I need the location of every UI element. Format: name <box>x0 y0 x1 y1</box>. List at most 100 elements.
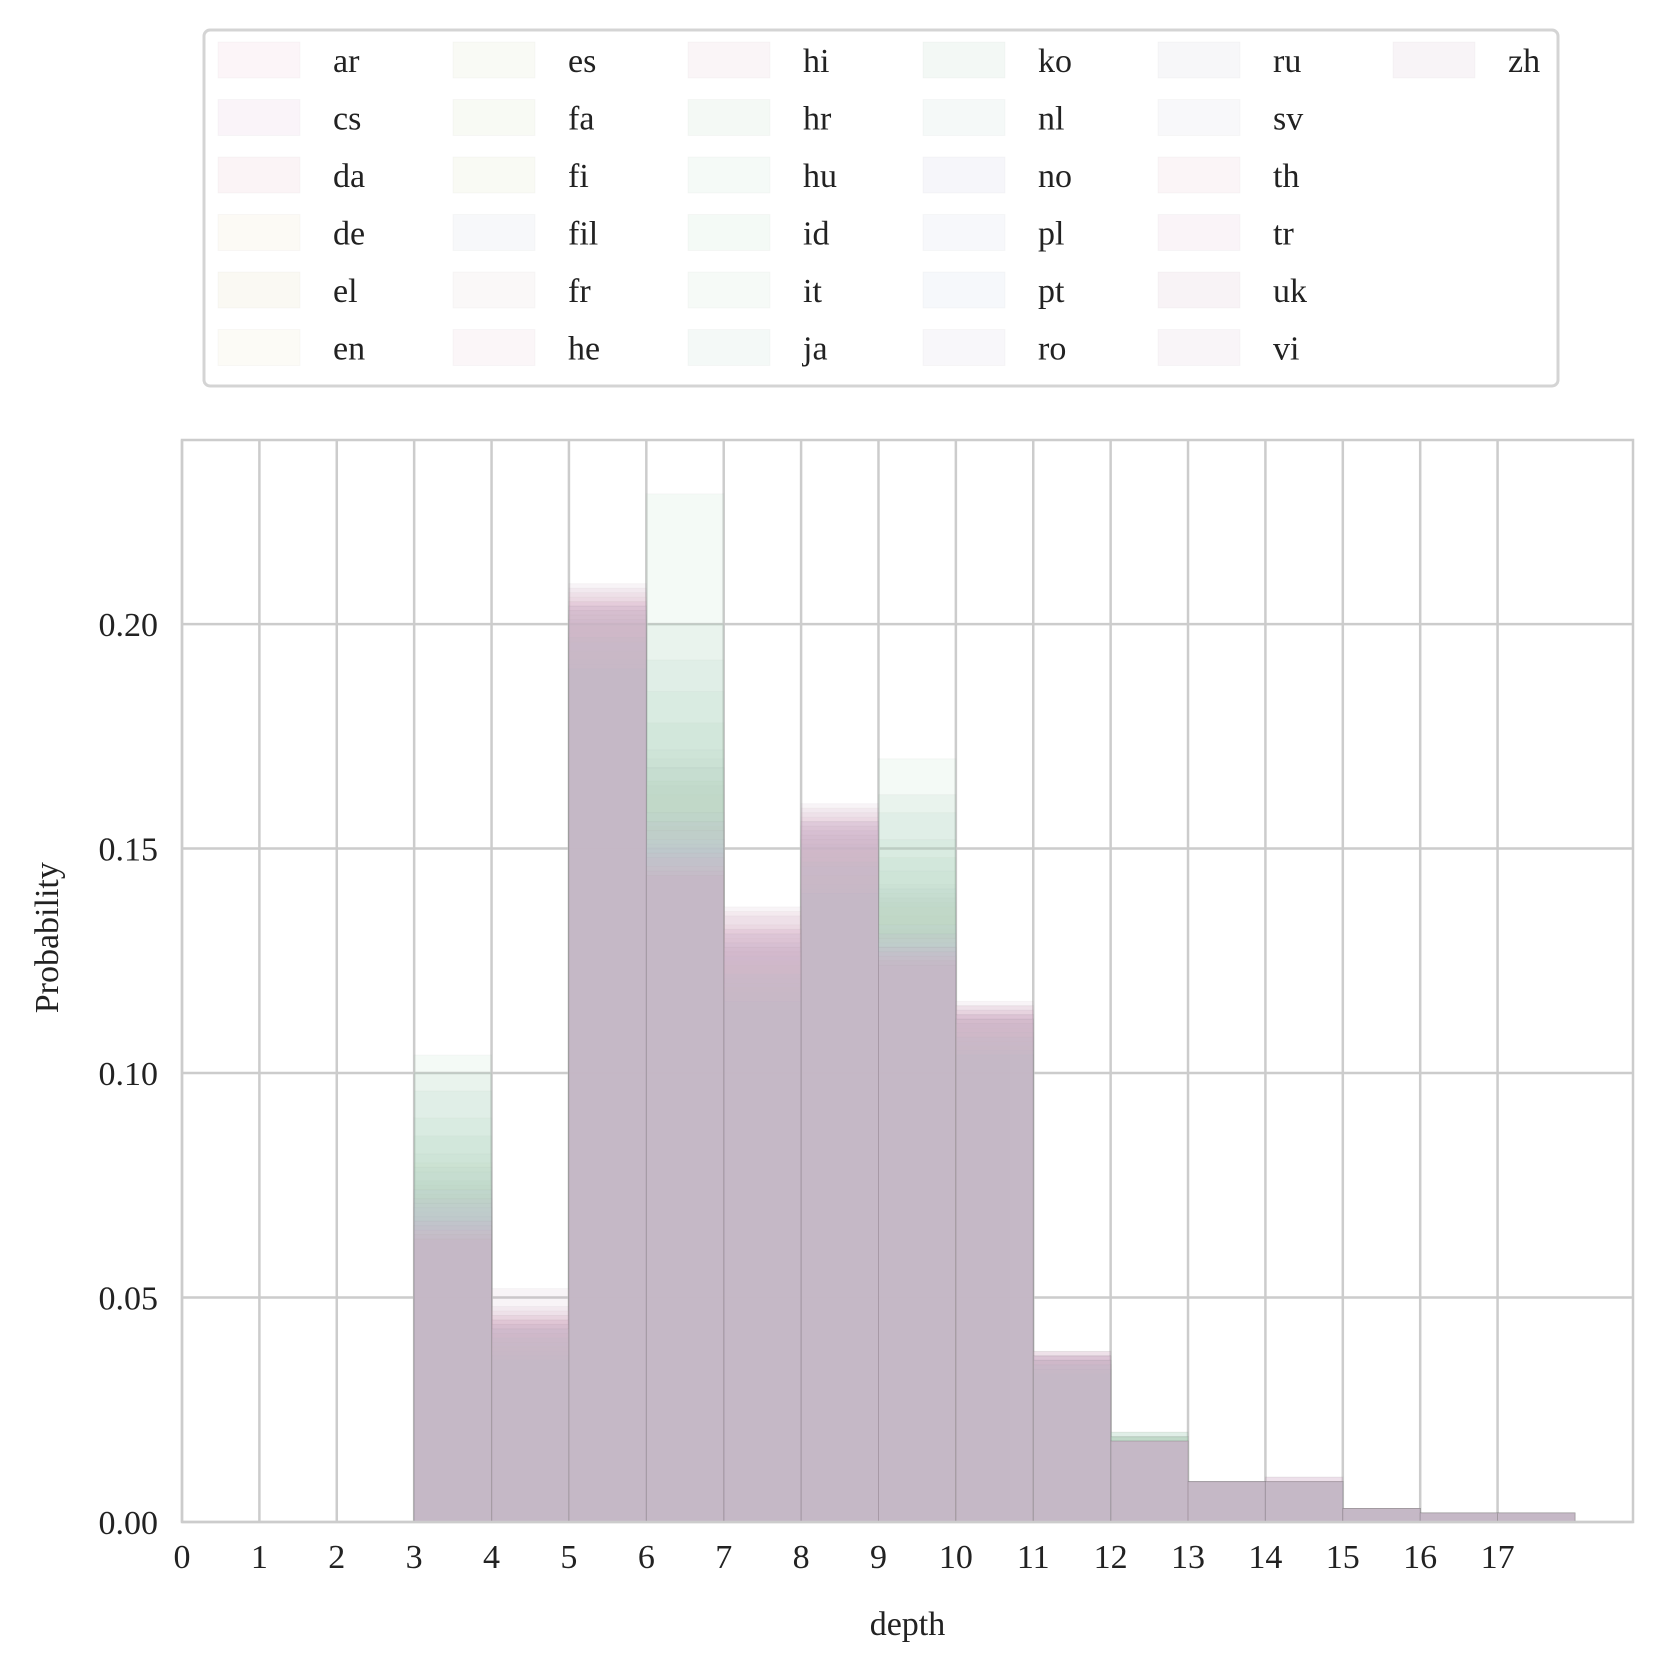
bar-fil-bin-11 <box>1032 1364 1112 1523</box>
series-id <box>413 493 1576 1523</box>
bar-fi-bin-11 <box>1032 1359 1112 1523</box>
bar-pl-bin-11 <box>1032 1359 1112 1523</box>
bar-vi-bin-6 <box>645 852 725 1523</box>
bar-es-bin-5 <box>568 628 647 1523</box>
legend-item-th: th <box>1157 156 1299 195</box>
bar-es-bin-3 <box>413 1180 493 1523</box>
series-ar <box>413 632 1576 1523</box>
bar-nl-bin-11 <box>1032 1364 1112 1523</box>
bar-vi-bin-9 <box>877 946 957 1523</box>
bar-hu-bin-3 <box>413 1117 493 1523</box>
legend-label: sv <box>1273 101 1303 138</box>
bar-id-bin-7 <box>723 1000 802 1523</box>
bar-hu-bin-5 <box>568 659 647 1523</box>
bar-pl-bin-7 <box>723 942 802 1523</box>
bar-hr-bin-13 <box>1187 1481 1266 1523</box>
bar-de-bin-11 <box>1032 1359 1112 1523</box>
bar-vi-bin-4 <box>491 1319 570 1523</box>
bar-cs-bin-6 <box>645 848 725 1523</box>
bar-ja-bin-14 <box>1264 1481 1344 1523</box>
bar-es-bin-8 <box>800 857 879 1523</box>
bar-cs-bin-4 <box>491 1319 570 1523</box>
bar-de-bin-13 <box>1187 1481 1266 1523</box>
x-axis-ticks: 0 1 2 3 4 5 6 7 8 9 10 11 12 13 14 15 16 17 <box>174 1539 1515 1576</box>
bar-tr-bin-8 <box>800 816 879 1523</box>
plot-area <box>180 438 1635 1524</box>
x-tick-label: 7 <box>715 1539 732 1576</box>
bar-hi-bin-6 <box>645 821 725 1523</box>
bar-hi-bin-14 <box>1264 1481 1344 1523</box>
bar-pt-bin-8 <box>800 843 879 1523</box>
legend-item-es: es <box>452 41 596 80</box>
bar-ja-bin-13 <box>1187 1481 1266 1523</box>
bar-ja-bin-10 <box>955 1050 1034 1523</box>
bar-fr-bin-8 <box>800 857 879 1523</box>
bar-th-bin-11 <box>1032 1350 1112 1523</box>
bar-hu-bin-4 <box>491 1350 570 1523</box>
bar-nl-bin-5 <box>568 637 647 1523</box>
bar-ko-bin-10 <box>955 1054 1034 1523</box>
x-tick-label: 4 <box>483 1539 500 1576</box>
bar-de-bin-7 <box>723 951 802 1523</box>
bar-da-bin-10 <box>955 1014 1034 1523</box>
bar-ja-bin-12 <box>1110 1431 1189 1523</box>
legend-swatch <box>922 214 1006 251</box>
bar-pl-bin-8 <box>800 830 879 1523</box>
bar-ar-bin-7 <box>723 946 802 1523</box>
legend-item-fr: fr <box>452 271 591 310</box>
legend-swatch <box>217 41 301 79</box>
bar-cs-bin-12 <box>1110 1440 1189 1523</box>
bar-ro-bin-14 <box>1264 1481 1344 1523</box>
bar-ko-bin-3 <box>413 1072 493 1523</box>
bar-uk-bin-12 <box>1110 1440 1189 1523</box>
bar-cs-bin-7 <box>723 928 802 1523</box>
bar-vi-bin-7 <box>723 933 802 1523</box>
legend-swatch <box>1157 329 1241 366</box>
series-ro <box>413 619 1576 1523</box>
bar-id-bin-11 <box>1032 1368 1112 1523</box>
series-zh <box>413 583 1576 1523</box>
bar-vi-bin-5 <box>568 605 647 1523</box>
legend-swatch <box>452 214 536 251</box>
bar-sv-bin-14 <box>1264 1481 1344 1523</box>
bar-el-bin-11 <box>1032 1364 1112 1523</box>
bar-pl-bin-9 <box>877 942 957 1523</box>
bar-id-bin-4 <box>491 1355 570 1523</box>
bar-no-bin-11 <box>1032 1355 1112 1523</box>
bar-pl-bin-3 <box>413 1207 493 1523</box>
legend-label: id <box>803 216 829 253</box>
bar-pl-bin-4 <box>491 1328 570 1523</box>
bar-de-bin-6 <box>645 839 725 1523</box>
bar-de-bin-8 <box>800 839 879 1523</box>
bar-fi-bin-5 <box>568 623 647 1523</box>
bar-fi-bin-3 <box>413 1193 493 1523</box>
bar-ko-bin-11 <box>1032 1373 1112 1523</box>
bar-ro-bin-6 <box>645 821 725 1523</box>
bar-da-bin-11 <box>1032 1359 1112 1523</box>
bar-sv-bin-5 <box>568 614 647 1523</box>
bar-he-bin-13 <box>1187 1481 1266 1523</box>
legend-swatch <box>922 156 1006 194</box>
series-es <box>413 628 1576 1523</box>
bar-pl-bin-5 <box>568 610 647 1523</box>
legend-label: ru <box>1273 43 1301 80</box>
bar-he-bin-3 <box>413 1211 493 1523</box>
legend-swatch <box>452 156 536 194</box>
bar-el-bin-8 <box>800 843 879 1523</box>
bar-nl-bin-13 <box>1187 1481 1266 1523</box>
legend-item-ko: ko <box>922 41 1072 80</box>
bar-it-bin-3 <box>413 1153 493 1523</box>
bar-da-bin-5 <box>568 592 647 1523</box>
bar-hr-bin-3 <box>413 1135 493 1523</box>
bar-fil-bin-3 <box>413 1171 493 1523</box>
legend-label: th <box>1273 158 1299 195</box>
bar-fr-bin-12 <box>1110 1440 1189 1523</box>
bar-cs-bin-3 <box>413 1207 493 1523</box>
bar-uk-bin-4 <box>491 1305 570 1523</box>
bar-ko-bin-5 <box>568 668 647 1523</box>
bar-uk-bin-11 <box>1032 1350 1112 1523</box>
bar-ro-bin-10 <box>955 1023 1034 1523</box>
bar-he-bin-14 <box>1264 1481 1344 1523</box>
bar-pt-bin-12 <box>1110 1440 1189 1523</box>
bar-zh-bin-17 <box>1497 1512 1576 1523</box>
